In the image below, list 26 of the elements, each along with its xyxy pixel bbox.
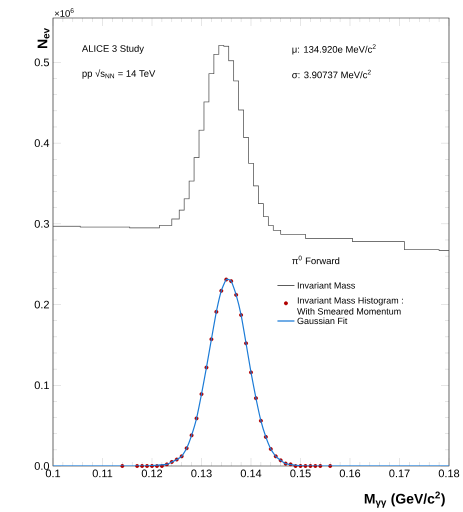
x-tick-label: 0.15	[290, 470, 311, 478]
annotation: pp √s$_{NN}$ = 14 TeV	[82, 69, 156, 79]
legend-label: Invariant Mass	[298, 282, 355, 289]
x-tick-label: 0.14	[240, 470, 262, 478]
x-tick-label: 0.1	[46, 470, 60, 478]
annotation: π$^{0}$ Forward	[292, 256, 340, 264]
x-tick-label: 0.17	[389, 470, 410, 478]
text: ×10$^{6}$	[54, 8, 74, 17]
text: M$_{γγ}$ (GeV/c$^{2}$)	[364, 492, 445, 508]
annotation: μ: 134.920e MeV/c$^{2}$	[292, 44, 376, 54]
legend-label: Gaussian Fit	[297, 318, 348, 324]
annotation: σ: 3.90737 MeV/c$^{2}$	[292, 70, 371, 78]
y-tick-label: 0.3	[34, 220, 49, 228]
x-tick-label: 0.11	[92, 470, 112, 478]
x-tick-label: 0.13	[191, 470, 212, 478]
x-tick-label: 0.12	[142, 470, 162, 478]
x-tick-label: 0.16	[340, 470, 360, 478]
y-tick-label: 0.1	[34, 381, 49, 390]
text: N$_{ev}$	[38, 28, 50, 48]
annotation: ALICE 3 Study	[82, 44, 144, 54]
y-tick-label: 0.5	[34, 58, 50, 66]
y-tick-label: 0.4	[34, 139, 50, 147]
legend-label: Invariant Mass Histogram : With Smeared Momentum	[297, 297, 403, 315]
y-tick-label: 0.0	[34, 462, 50, 470]
y-tick-label: 0.2	[34, 300, 49, 308]
x-tick-label: 0.18	[438, 470, 460, 478]
